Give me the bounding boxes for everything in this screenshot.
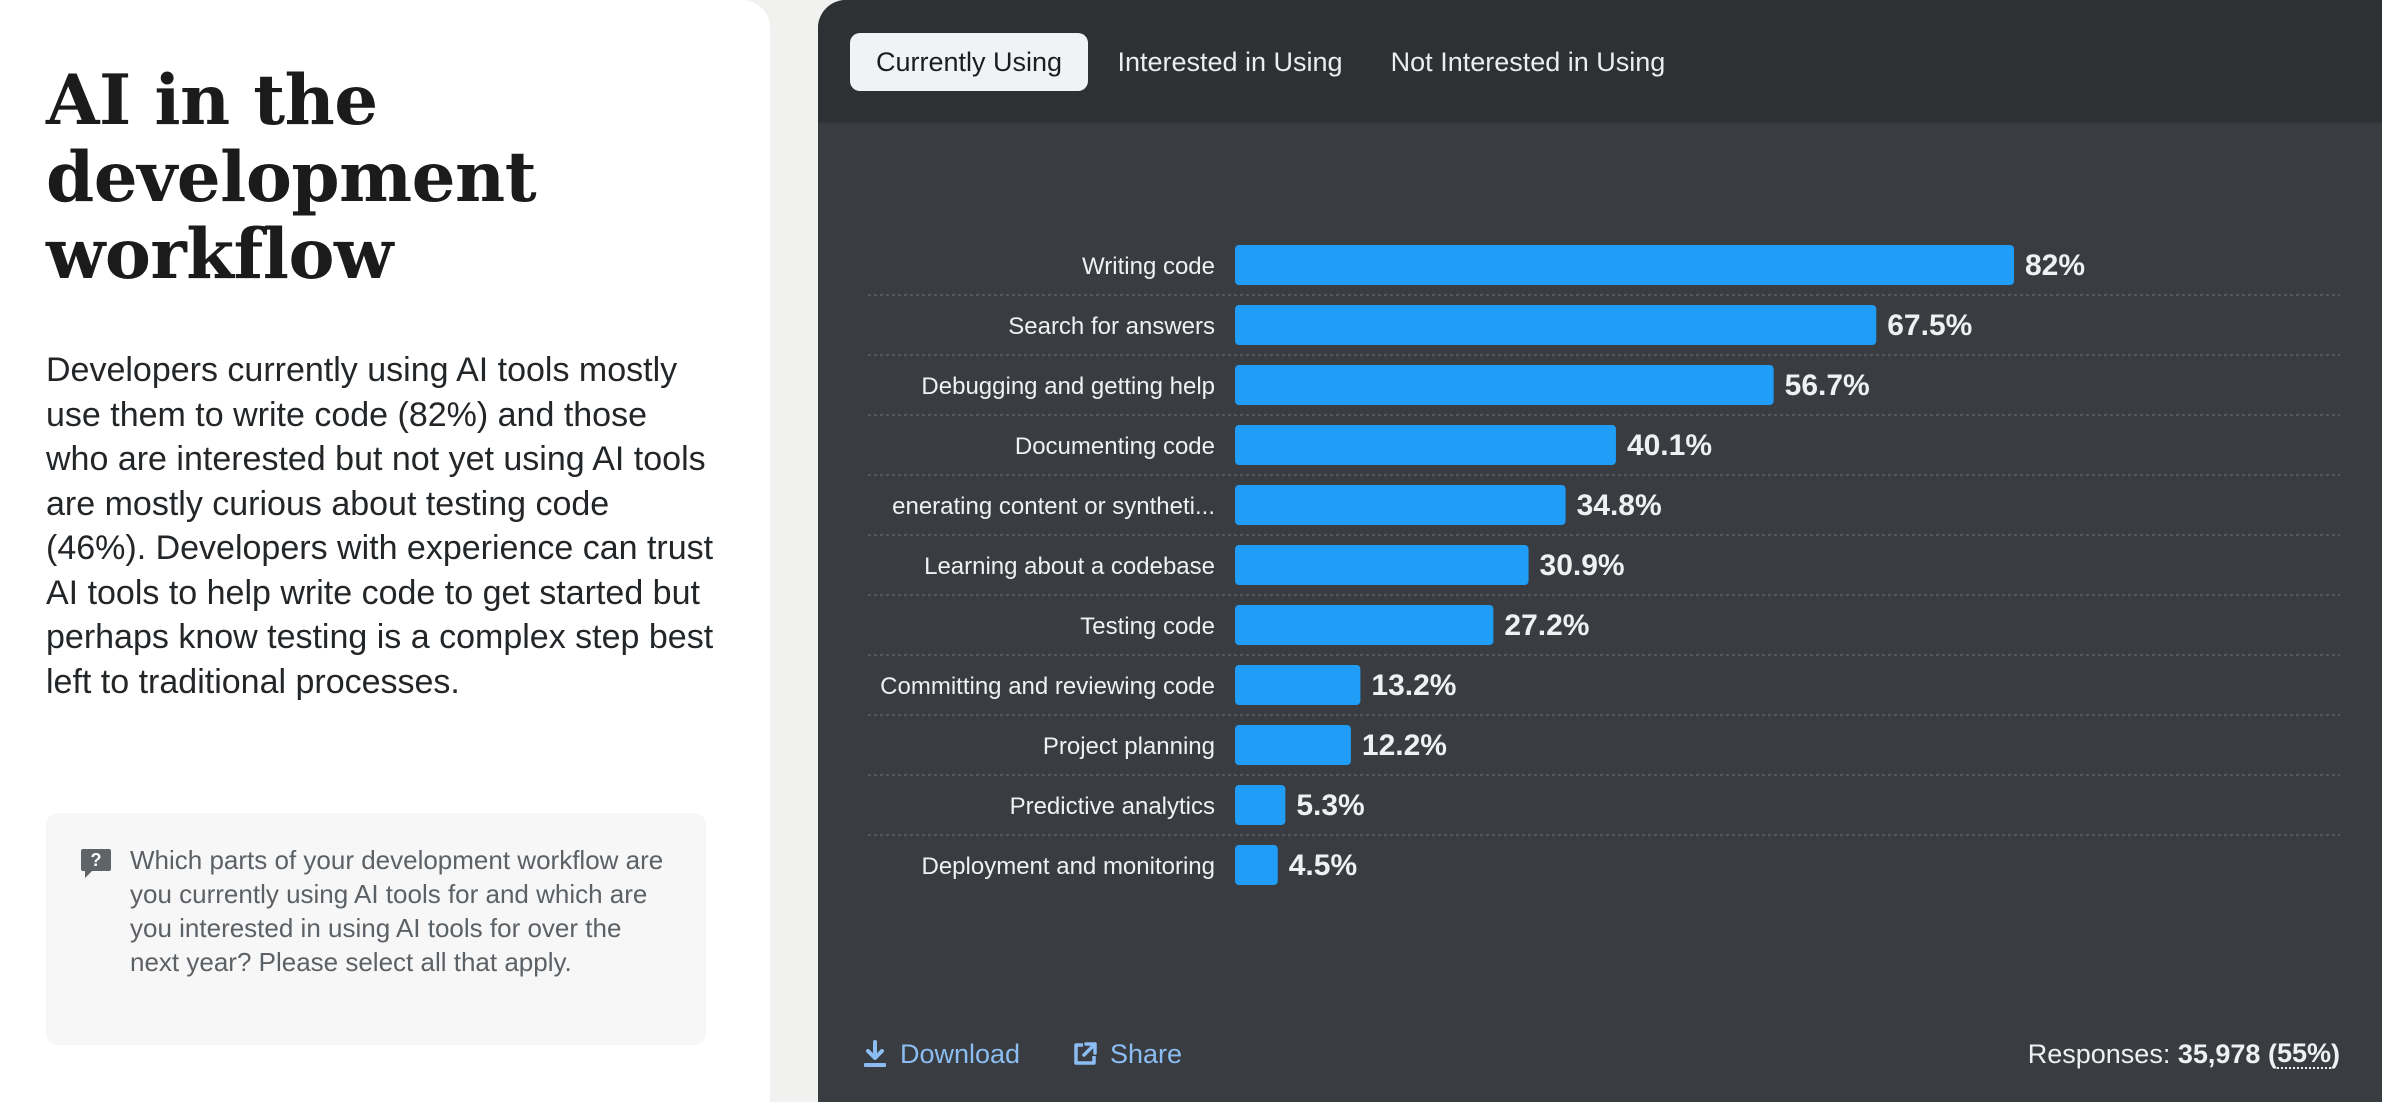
question-icon: ? bbox=[81, 849, 111, 878]
share-button[interactable]: Share bbox=[1072, 1036, 1182, 1072]
value-label: 34.8% bbox=[1577, 489, 1662, 522]
category-label: Committing and reviewing code bbox=[880, 673, 1215, 700]
bar[interactable] bbox=[1235, 245, 2014, 285]
svg-text:?: ? bbox=[91, 850, 102, 870]
bar[interactable] bbox=[1235, 425, 1616, 465]
share-label: Share bbox=[1110, 1038, 1183, 1069]
value-label: 5.3% bbox=[1296, 789, 1364, 822]
category-label: Predictive analytics bbox=[1010, 793, 1215, 820]
category-label: Testing code bbox=[1080, 613, 1215, 640]
page-title: AI in the development workflow bbox=[46, 60, 537, 295]
download-button[interactable]: Download bbox=[862, 1036, 1020, 1072]
responses-percent[interactable]: 55% bbox=[2276, 1038, 2331, 1069]
category-label: Deployment and monitoring bbox=[922, 853, 1216, 880]
category-label: Documenting code bbox=[1015, 433, 1215, 460]
bar[interactable] bbox=[1235, 485, 1566, 525]
tab-not-interested-in-using[interactable]: Not Interested in Using bbox=[1390, 46, 1666, 77]
bar[interactable] bbox=[1235, 845, 1278, 885]
responses-count: 35,978 bbox=[2177, 1038, 2261, 1069]
category-label: enerating content or syntheti... bbox=[892, 493, 1215, 520]
value-label: 27.2% bbox=[1504, 609, 1589, 642]
value-label: 4.5% bbox=[1289, 849, 1357, 882]
bar[interactable] bbox=[1235, 725, 1351, 765]
category-label: Debugging and getting help bbox=[921, 373, 1215, 400]
description-text: Developers currently using AI tools most… bbox=[46, 351, 714, 701]
chart-panel: Currently Using Interested in Using Not … bbox=[818, 0, 2382, 1102]
download-icon bbox=[864, 1040, 886, 1067]
download-label: Download bbox=[900, 1038, 1021, 1069]
tab-currently-using[interactable]: Currently Using bbox=[850, 33, 1088, 91]
responses-label: Responses: bbox=[2027, 1038, 2171, 1069]
question-text: Which parts of your development workflow… bbox=[130, 845, 664, 977]
category-label: Project planning bbox=[1043, 733, 1215, 760]
category-label: Search for answers bbox=[1008, 313, 1215, 340]
value-label: 82% bbox=[2025, 249, 2085, 282]
value-label: 56.7% bbox=[1785, 369, 1870, 402]
value-label: 12.2% bbox=[1362, 729, 1447, 762]
external-link-icon bbox=[1074, 1042, 1097, 1065]
value-label: 13.2% bbox=[1371, 669, 1456, 702]
bar[interactable] bbox=[1235, 605, 1494, 645]
value-label: 40.1% bbox=[1627, 429, 1712, 462]
bar-chart: Writing code 82% Search for answers 67.5% De… bbox=[868, 245, 2340, 885]
bar[interactable] bbox=[1235, 305, 1877, 345]
survey-question-box: ? Which parts of your development workfl… bbox=[46, 813, 706, 1045]
category-label: Writing code bbox=[1082, 253, 1215, 280]
tab-interested-in-using[interactable]: Interested in Using bbox=[1117, 46, 1343, 77]
bar[interactable] bbox=[1235, 365, 1774, 405]
category-label: Learning about a codebase bbox=[924, 553, 1215, 580]
bar[interactable] bbox=[1235, 785, 1286, 825]
tab-bar: Currently Using Interested in Using Not … bbox=[818, 0, 2382, 124]
bar[interactable] bbox=[1235, 545, 1529, 585]
value-label: 30.9% bbox=[1540, 549, 1625, 582]
value-label: 67.5% bbox=[1887, 309, 1972, 342]
intro-panel: AI in the development workflow Developer… bbox=[0, 0, 770, 1102]
bar[interactable] bbox=[1235, 665, 1361, 705]
responses-summary: Responses: 35,978 (55%) bbox=[2027, 1038, 2340, 1069]
